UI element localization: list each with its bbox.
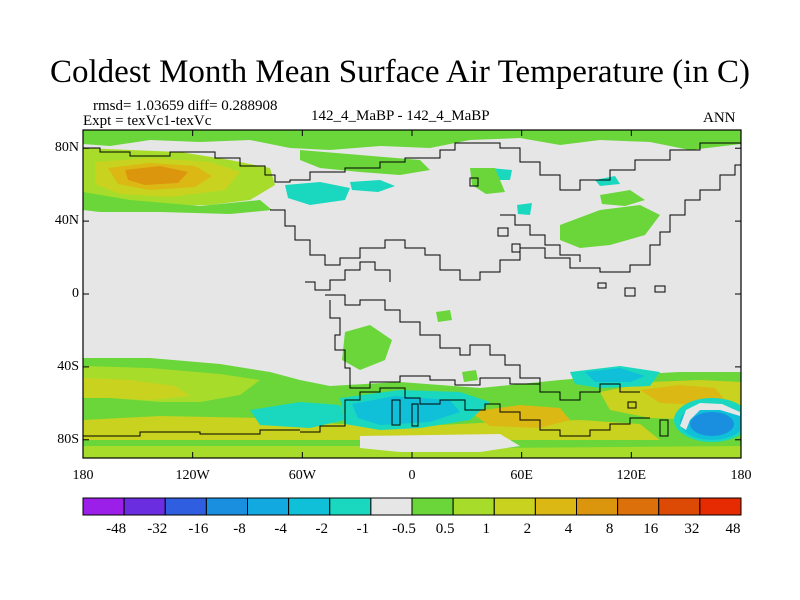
coastline-island-1 bbox=[624, 287, 636, 297]
contour-east-asia bbox=[560, 205, 660, 248]
lon-label: 180 bbox=[730, 468, 752, 483]
coastline-north-africa bbox=[305, 261, 391, 291]
chart-title: Coldest Month Mean Surface Air Temperatu… bbox=[50, 54, 750, 90]
colorbar-label: -48 bbox=[106, 521, 127, 537]
colorbar-swatch bbox=[411, 497, 454, 516]
colorbar-swatch bbox=[123, 497, 166, 516]
lon-label: 120W bbox=[175, 468, 210, 483]
colorbar-swatch bbox=[329, 497, 372, 516]
coastline-island-6 bbox=[497, 227, 509, 237]
colorbar-swatch bbox=[658, 497, 701, 516]
contour-arctic-pacific-green bbox=[83, 192, 272, 214]
coastline-island-2 bbox=[654, 285, 666, 293]
coastline-antarctic-inlet bbox=[391, 399, 401, 426]
axis-ticks bbox=[82, 130, 742, 458]
contour-polar-neutral bbox=[360, 434, 520, 452]
continent-outlines bbox=[83, 142, 741, 437]
colorbar-swatch bbox=[617, 497, 660, 516]
lat-label: 40S bbox=[57, 358, 79, 374]
contour-south-america bbox=[342, 325, 392, 370]
colorbar bbox=[82, 497, 742, 516]
coastline-island-3 bbox=[597, 282, 607, 289]
colorbar-label: 32 bbox=[684, 521, 700, 537]
coastline-south-america bbox=[325, 294, 640, 401]
contour-siberia-cool bbox=[595, 176, 620, 186]
contour-south-atlantic-small2 bbox=[462, 370, 478, 382]
lat-label: 80N bbox=[54, 140, 79, 156]
coastline-antarctic-inlet-2 bbox=[411, 403, 419, 427]
colorbar-label: 8 bbox=[605, 521, 614, 537]
colorbar-swatch bbox=[534, 497, 577, 516]
lon-label: 60W bbox=[288, 468, 316, 483]
lat-label: 40N bbox=[54, 213, 79, 229]
contour-fields bbox=[83, 130, 741, 458]
colorbar-swatch bbox=[164, 497, 207, 516]
coastline-southern-continent bbox=[329, 300, 541, 390]
colorbar-label: -2 bbox=[315, 521, 329, 537]
lon-label: 120E bbox=[616, 468, 647, 483]
contour-europe-cool bbox=[517, 203, 532, 215]
contour-cold-cell-inner bbox=[690, 412, 734, 436]
lon-label: 60E bbox=[510, 468, 533, 483]
lat-label: 0 bbox=[72, 286, 79, 301]
colorbar-label: 4 bbox=[564, 521, 573, 537]
colorbar-swatch bbox=[205, 497, 248, 516]
lat-label: 80S bbox=[57, 431, 79, 447]
colorbar-swatch bbox=[452, 497, 495, 516]
center-label: 142_4_MaBP - 142_4_MaBP bbox=[311, 108, 490, 124]
contour-arctic-top bbox=[83, 130, 741, 150]
stats-text: rmsd= 1.03659 diff= 0.288908 bbox=[93, 98, 278, 114]
colorbar-label: -4 bbox=[274, 521, 287, 537]
colorbar-label: -8 bbox=[233, 521, 246, 537]
contour-north-atlantic-cool2 bbox=[350, 180, 395, 192]
coastline-island-4 bbox=[659, 419, 669, 437]
contour-indian-ocean-cyan bbox=[585, 368, 645, 382]
contour-cold-cell-neutral bbox=[680, 403, 740, 430]
colorbar-swatch bbox=[247, 497, 290, 516]
colorbar-label: 1 bbox=[482, 521, 491, 537]
colorbar-swatch bbox=[288, 497, 331, 516]
coastline-eurasia bbox=[270, 164, 741, 281]
coastline-island-8 bbox=[469, 177, 479, 187]
contour-east-asia-2 bbox=[600, 190, 645, 206]
contour-south-pacific-warm bbox=[83, 378, 190, 400]
colorbar-label: 2 bbox=[523, 521, 532, 537]
colorbar-swatch bbox=[493, 497, 536, 516]
contour-north-atlantic-cool bbox=[285, 182, 350, 205]
lon-label: 0 bbox=[408, 468, 416, 483]
colorbar-label: 0.5 bbox=[435, 521, 455, 537]
contour-antarctic-cyan bbox=[352, 396, 460, 425]
colorbar-label: -0.5 bbox=[392, 521, 416, 537]
colorbar-swatch bbox=[576, 497, 619, 516]
colorbar-swatch bbox=[699, 497, 742, 516]
experiment-label: Expt = texVc1-texVc bbox=[83, 113, 212, 129]
lon-label: 180 bbox=[72, 468, 94, 483]
coastline-antarctica bbox=[300, 387, 650, 437]
colorbar-label: -32 bbox=[147, 521, 168, 537]
season-label: ANN bbox=[703, 110, 736, 126]
colorbar-swatch bbox=[82, 497, 125, 516]
colorbar-label: 48 bbox=[725, 521, 741, 537]
contour-antarctic-cool bbox=[250, 402, 345, 428]
colorbar-swatch bbox=[370, 497, 413, 516]
contour-arctic-north-atlantic bbox=[300, 150, 430, 175]
coastline-tethys bbox=[500, 214, 581, 262]
colorbar-label: -16 bbox=[188, 521, 209, 537]
coastline-island-7 bbox=[511, 243, 521, 253]
coastline-island-5 bbox=[627, 401, 637, 409]
coastline-north-america bbox=[83, 142, 741, 191]
coastline-antarctica-west bbox=[83, 429, 300, 437]
colorbar-label: -1 bbox=[356, 521, 370, 537]
contour-greenland-green bbox=[470, 168, 505, 194]
colorbar-label: 16 bbox=[643, 521, 659, 537]
contour-south-atlantic-small bbox=[436, 310, 452, 322]
contour-north-pacific-hot bbox=[125, 166, 188, 185]
